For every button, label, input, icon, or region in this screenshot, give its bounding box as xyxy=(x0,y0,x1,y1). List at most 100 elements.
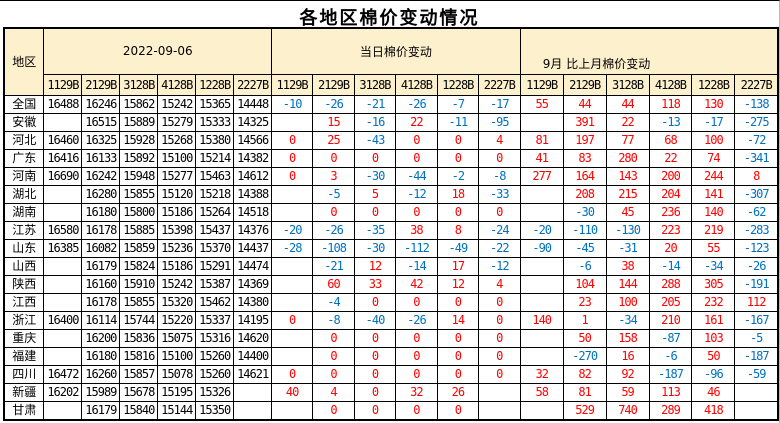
daily-change-cell: 0 xyxy=(436,202,479,222)
price-cell: 14369 xyxy=(233,274,273,294)
daily-change-cell: 18 xyxy=(436,184,479,204)
daily-change-cell: 0 xyxy=(394,400,438,420)
daily-change-cell: 12 xyxy=(354,256,396,276)
price-cell: 16472 xyxy=(43,364,83,384)
region-cell: 山西 xyxy=(3,256,45,276)
daily-change-cell: 0 xyxy=(477,364,521,384)
monthly-change-cell: 288 xyxy=(648,274,693,294)
price-cell: 14474 xyxy=(233,256,273,276)
price-cell: 15100 xyxy=(157,148,197,168)
price-cell: 14437 xyxy=(233,238,273,258)
price-cell: 15889 xyxy=(119,112,159,132)
daily-change-cell xyxy=(271,184,314,204)
monthly-change-cell: 204 xyxy=(648,184,693,204)
daily-change-cell: -8 xyxy=(312,310,355,330)
grade-code-header: 3128B xyxy=(354,73,396,96)
grade-code-header: 4128B xyxy=(648,73,693,96)
price-cell: 15277 xyxy=(157,166,197,186)
daily-change-cell: 5 xyxy=(354,184,396,204)
price-cell: 15218 xyxy=(195,184,235,204)
price-cell: 15855 xyxy=(119,292,159,312)
daily-change-cell: 15 xyxy=(312,112,355,132)
daily-change-cell xyxy=(477,400,521,420)
table-row: 甘肃 16179 15840 15144 15350 0 0 0 0 529 740 289 418 xyxy=(3,400,779,420)
monthly-change-cell: -5 xyxy=(734,328,779,348)
price-cell: 16690 xyxy=(43,166,83,186)
daily-change-cell: -33 xyxy=(477,184,521,204)
price-cell: 15291 xyxy=(195,256,235,276)
monthly-change-cell: 77 xyxy=(605,130,650,150)
price-cell: 14382 xyxy=(233,148,273,168)
price-cell: 16114 xyxy=(81,310,121,330)
monthly-change-cell: -123 xyxy=(734,238,779,258)
table-row: 河北 16460 16325 15928 15268 15380 14566 0 25 -43 0 0… xyxy=(3,130,779,150)
price-cell: 15989 xyxy=(81,382,121,402)
table-row: 陕西 16160 15910 15242 15387 14369 60 33 42 12 4 104 1… xyxy=(3,274,779,294)
daily-change-cell: -40 xyxy=(354,310,396,330)
daily-change-cell: 0 xyxy=(312,202,355,222)
monthly-change-cell: 418 xyxy=(691,400,736,420)
daily-change-cell: 0 xyxy=(394,364,438,384)
table-body: 全国 16488 16246 15862 15242 15365 14448 -10 -26 -2… xyxy=(3,94,779,420)
daily-change-cell: 0 xyxy=(394,130,438,150)
price-cell: 15744 xyxy=(119,310,159,330)
monthly-change-cell: 280 xyxy=(605,148,650,168)
price-cell: 15268 xyxy=(157,130,197,150)
daily-change-cell: 0 xyxy=(312,148,355,168)
price-cell: 15387 xyxy=(195,274,235,294)
daily-change-cell: -26 xyxy=(312,220,355,240)
monthly-change-cell: -191 xyxy=(734,274,779,294)
region-cell: 广东 xyxy=(3,148,45,168)
price-cell: 15350 xyxy=(195,400,235,420)
grade-code-header: 2129B xyxy=(562,73,607,96)
price-cell: 15370 xyxy=(195,238,235,258)
monthly-change-cell: 158 xyxy=(605,328,650,348)
price-cell: 15885 xyxy=(119,220,159,240)
grade-code-header: 1228B xyxy=(691,73,736,96)
monthly-change-cell: 289 xyxy=(648,400,693,420)
monthly-change-cell: 140 xyxy=(691,202,736,222)
monthly-change-cell: -30 xyxy=(562,202,607,222)
price-cell xyxy=(43,292,83,312)
monthly-change-cell: -72 xyxy=(734,130,779,150)
monthly-change-cell: 103 xyxy=(691,328,736,348)
monthly-change-cell: -90 xyxy=(519,238,564,258)
daily-change-cell xyxy=(271,112,314,132)
monthly-change-cell: 55 xyxy=(691,238,736,258)
region-cell: 全国 xyxy=(3,94,45,114)
daily-change-cell: -2 xyxy=(436,166,479,186)
monthly-change-cell: -45 xyxy=(562,238,607,258)
daily-change-cell xyxy=(271,256,314,276)
monthly-change-cell: 118 xyxy=(648,94,693,114)
price-cell: 15242 xyxy=(157,274,197,294)
price-cell: 16488 xyxy=(43,94,83,114)
daily-change-cell: -43 xyxy=(354,130,396,150)
table-row: 四川 16472 16260 15857 15078 15260 14621 0 0 0 0 0 0 32… xyxy=(3,364,779,384)
grade-code-header: 1228B xyxy=(195,73,235,96)
price-cell: 15948 xyxy=(119,166,159,186)
monthly-change-cell: -62 xyxy=(734,202,779,222)
price-cell: 15816 xyxy=(119,346,159,366)
monthly-change-cell: 104 xyxy=(562,274,607,294)
monthly-change-cell xyxy=(519,328,564,348)
price-cell: 15195 xyxy=(157,382,197,402)
price-cell: 15120 xyxy=(157,184,197,204)
region-cell: 福建 xyxy=(3,346,45,366)
daily-change-cell: 0 xyxy=(271,130,314,150)
price-cell: 15462 xyxy=(195,292,235,312)
cotton-price-table: 地区 2022-09-06 当日棉价变动 9月 比上月棉价变动 1129B 212… xyxy=(3,27,779,421)
daily-change-cell: 0 xyxy=(477,310,521,330)
daily-change-cell: -21 xyxy=(354,94,396,114)
monthly-change-cell: 141 xyxy=(691,184,736,204)
region-cell: 甘肃 xyxy=(3,400,45,420)
price-cell: 14518 xyxy=(233,202,273,222)
daily-change-cell: 0 xyxy=(271,166,314,186)
monthly-change-cell: 58 xyxy=(519,382,564,402)
price-cell: 15220 xyxy=(157,310,197,330)
grade-code-header: 4128B xyxy=(394,73,438,96)
price-cell xyxy=(43,184,83,204)
daily-change-cell: 0 xyxy=(436,400,479,420)
table-row: 江西 16178 15855 15320 15462 14380 -4 0 0 0 0 23 100 20… xyxy=(3,292,779,312)
group-header-daily-change: 当日棉价变动 xyxy=(271,27,521,75)
